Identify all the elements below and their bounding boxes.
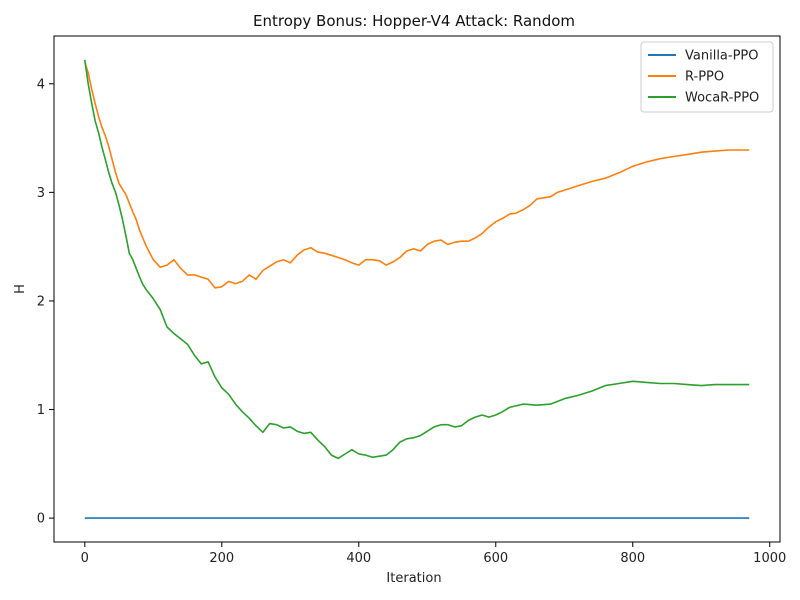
- legend: Vanilla-PPO R-PPO WocaR-PPO: [640, 41, 774, 113]
- y-tick-label: 2: [37, 294, 45, 309]
- y-tick-label: 1: [37, 403, 45, 418]
- series-line-r-ppo: [84, 61, 750, 289]
- x-axis-ticks: 0 200 400 600 800 1000: [81, 542, 786, 566]
- legend-label: WocaR-PPO: [685, 91, 759, 106]
- plot-frame: [53, 35, 781, 543]
- y-tick-label: 0: [37, 512, 45, 527]
- x-tick-label: 0: [81, 551, 89, 566]
- legend-box: [640, 41, 774, 113]
- y-axis-label: H: [13, 284, 28, 294]
- y-tick-label: 4: [37, 77, 45, 92]
- x-tick-label: 600: [483, 551, 508, 566]
- x-tick-label: 800: [620, 551, 645, 566]
- y-tick-label: 3: [37, 186, 45, 201]
- plot-area: [84, 59, 750, 519]
- chart-title: Entropy Bonus: Hopper-V4 Attack: Random: [253, 12, 575, 30]
- x-tick-label: 400: [346, 551, 371, 566]
- x-tick-label: 1000: [753, 551, 786, 566]
- y-axis-ticks: 0 1 2 3 4: [37, 77, 54, 527]
- x-tick-label: 200: [209, 551, 234, 566]
- legend-label: R-PPO: [685, 70, 724, 85]
- series-line-wocar-ppo: [84, 59, 750, 460]
- legend-label: Vanilla-PPO: [685, 49, 759, 64]
- x-axis-label: Iteration: [386, 571, 441, 586]
